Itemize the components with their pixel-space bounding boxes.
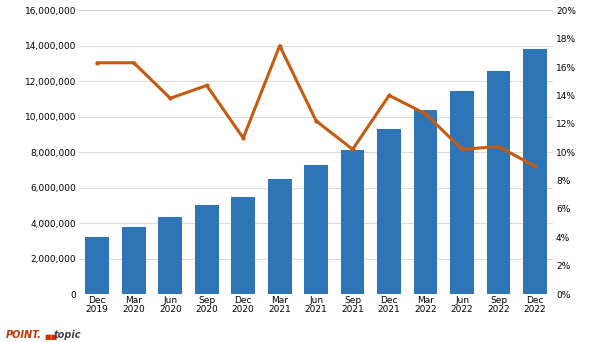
Bar	[85, 237, 109, 294]
Text: topic: topic	[54, 330, 81, 340]
Text: ■■: ■■	[44, 334, 58, 340]
Text: POINT.: POINT.	[6, 330, 42, 340]
Bar	[195, 206, 218, 294]
Bar	[304, 165, 328, 294]
Bar	[523, 49, 547, 294]
Bar	[486, 70, 510, 294]
Bar	[377, 129, 401, 294]
Bar	[122, 227, 145, 294]
Bar	[158, 217, 182, 294]
Bar	[268, 179, 291, 294]
Bar	[231, 197, 255, 294]
Bar	[340, 150, 364, 294]
Bar	[450, 91, 474, 294]
Bar	[413, 110, 438, 294]
